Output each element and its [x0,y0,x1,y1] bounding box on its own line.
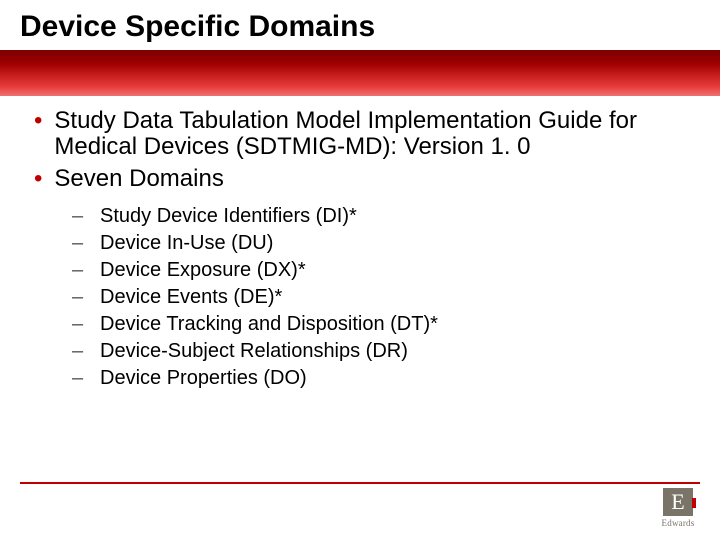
slide-title: Device Specific Domains [20,10,375,44]
sub-bullet-item: – Study Device Identifiers (DI)* [72,204,684,229]
sub-bullet-text: Device Tracking and Disposition (DT)* [100,312,438,337]
bullet-text: Seven Domains [54,166,223,192]
dash-marker-icon: – [72,339,86,364]
sub-bullet-list: – Study Device Identifiers (DI)* – Devic… [72,204,684,391]
dash-marker-icon: – [72,366,86,391]
sub-bullet-text: Device Exposure (DX)* [100,258,306,283]
sub-bullet-item: – Device Properties (DO) [72,366,684,391]
sub-bullet-item: – Device-Subject Relationships (DR) [72,339,684,364]
sub-bullet-text: Device Properties (DO) [100,366,307,391]
bullet-marker-icon: • [34,166,42,192]
content-area: • Study Data Tabulation Model Implementa… [34,108,684,393]
sub-bullet-text: Device Events (DE)* [100,285,282,310]
sub-bullet-text: Device-Subject Relationships (DR) [100,339,408,364]
sub-bullet-text: Study Device Identifiers (DI)* [100,204,357,229]
bullet-item: • Seven Domains [34,166,684,192]
logo-mark-icon: E [663,488,693,516]
sub-bullet-text: Device In-Use (DU) [100,231,273,256]
sub-bullet-item: – Device In-Use (DU) [72,231,684,256]
sub-bullet-item: – Device Tracking and Disposition (DT)* [72,312,684,337]
sub-bullet-item: – Device Events (DE)* [72,285,684,310]
dash-marker-icon: – [72,312,86,337]
bullet-item: • Study Data Tabulation Model Implementa… [34,108,684,160]
dash-marker-icon: – [72,285,86,310]
dash-marker-icon: – [72,231,86,256]
dash-marker-icon: – [72,258,86,283]
sub-bullet-item: – Device Exposure (DX)* [72,258,684,283]
footer-divider [20,482,700,484]
dash-marker-icon: – [72,204,86,229]
bullet-text: Study Data Tabulation Model Implementati… [54,108,684,160]
logo-accent-icon [692,498,696,508]
edwards-logo: E Edwards [654,488,702,528]
bullet-marker-icon: • [34,108,42,134]
logo-letter: E [671,491,684,513]
title-band [0,50,720,96]
logo-name: Edwards [662,518,695,528]
slide: Device Specific Domains • Study Data Tab… [0,0,720,540]
